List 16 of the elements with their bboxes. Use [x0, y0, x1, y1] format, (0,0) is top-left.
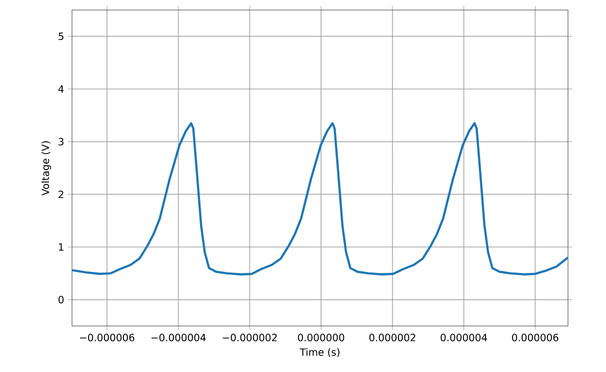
x-axis-title: Time (s) — [300, 348, 340, 358]
y-tick-label: 3 — [58, 138, 64, 146]
y-tick-label: 5 — [58, 32, 64, 40]
y-tick-label: 0 — [58, 296, 64, 304]
x-tick-label: −0.000002 — [222, 334, 277, 342]
y-tick-label: 2 — [58, 190, 64, 198]
x-tick-label: 0.000000 — [298, 334, 344, 342]
x-tick-label: −0.000006 — [80, 334, 134, 342]
y-axis-title: Voltage (V) — [41, 141, 52, 196]
y-tick-label: 4 — [58, 85, 64, 93]
x-tick-label: 0.000006 — [512, 334, 558, 342]
x-tick-label: −0.000004 — [151, 334, 206, 342]
x-tick-label: 0.000002 — [369, 334, 416, 342]
line-series — [72, 122, 568, 276]
x-tick-label: 0.000004 — [440, 334, 488, 342]
y-tick-label: 1 — [58, 243, 64, 251]
